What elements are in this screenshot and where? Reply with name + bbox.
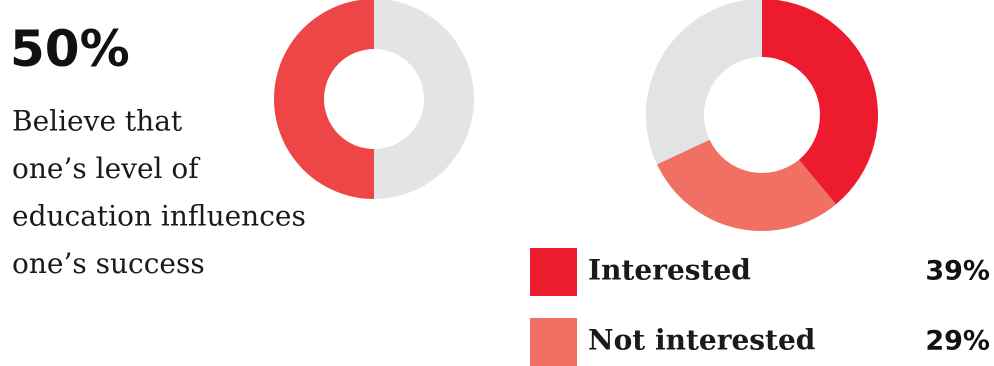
legend-swatch (530, 248, 577, 296)
donut-segment (657, 139, 836, 232)
donut-segment (646, 0, 762, 165)
legend-value: 39% (925, 256, 990, 287)
headline: 50% (10, 20, 130, 78)
legend-label: Not interested (588, 324, 815, 357)
legend-label: Interested (588, 254, 751, 287)
legend-swatch (530, 318, 577, 366)
donut-segment (274, 0, 374, 199)
description-line: education influences (12, 200, 306, 233)
donut-segment (374, 0, 474, 199)
description-line: Believe that (12, 105, 183, 138)
donut-segment (762, 0, 878, 205)
description-line: one’s success (12, 247, 205, 280)
legend-value: 29% (925, 326, 990, 357)
description-line: one’s level of (12, 152, 201, 185)
